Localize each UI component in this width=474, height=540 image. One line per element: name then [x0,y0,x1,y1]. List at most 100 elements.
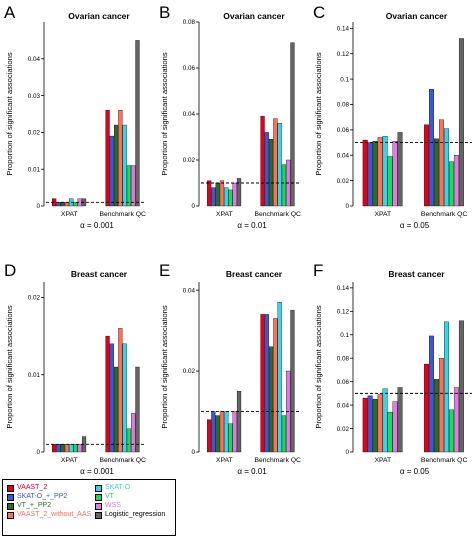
panel-label: A [4,3,16,22]
bar [131,165,136,207]
bar [228,189,233,207]
bar [219,180,225,207]
bar [392,141,398,207]
y-tick-label: 0.02 [183,368,196,375]
panel-title: Ovarian cancer [68,11,130,21]
y-tick-label: 0.12 [337,309,350,316]
bar [397,387,403,453]
panel-label: C [313,3,325,22]
legend-item: VT [95,493,114,502]
bar [60,202,65,207]
bar [424,363,429,453]
bar [273,318,278,453]
x-tick-label: XPAT [61,457,78,464]
bar [122,124,127,207]
panel-title: Breast cancer [226,269,283,279]
y-tick-label: 0.04 [183,287,196,294]
bar [215,182,220,207]
bar [362,397,368,453]
x-tick-label: XPAT [61,211,78,218]
legend-label: Logistic_regression [105,511,166,518]
bar [118,110,123,207]
bar [211,187,216,207]
legend-label: VAAST_2_without_AAS [17,511,92,518]
y-tick-label: 0.1 [340,76,349,83]
bar [207,180,212,207]
bar [382,388,388,453]
legend-item: VT_+_PP2 [7,502,51,511]
panel-title: Breast cancer [71,269,128,279]
bar [367,395,373,453]
bar [64,202,70,207]
bar [453,387,459,453]
bar [429,335,434,453]
bar [281,415,287,453]
bar [448,409,454,453]
panel-label: E [159,261,170,280]
bar [228,423,233,453]
bar [64,444,70,453]
legend-swatch [7,511,14,519]
bar [131,413,136,453]
x-tick-label: XPAT [216,457,233,464]
x-tick-label: Benchmark QC [254,211,301,218]
x-tick-label: Benchmark QC [99,457,146,464]
legend-label: SKAT-O [105,484,131,491]
panel-B: B Ovarian cancer 0 0.02 0.04 0.06 0.08 Proporti… [159,3,301,230]
y-tick-label: 0.01 [28,372,41,379]
bar [387,411,393,453]
bar [207,419,212,453]
bar [290,310,295,453]
legend-item: Logistic_regression [95,511,165,520]
bar [382,136,388,207]
alpha-label: α = 0.01 [237,221,267,230]
bar [443,321,449,453]
panel-C: C Ovarian cancer 0 0.02 0.04 0.06 0.08 0.1 0.12 0… [313,3,472,230]
bar [397,132,403,207]
bar [135,366,140,453]
bar [439,119,444,207]
y-tick-label: 0.14 [337,26,350,33]
y-axis-label: Proportion of significant associations [5,305,14,428]
bar [122,343,127,453]
y-tick-label: 0 [345,203,349,210]
y-axis-label: Proportion of significant associations [160,305,169,428]
legend-swatch [95,484,102,492]
y-tick-label: 0 [345,449,349,456]
legend-swatch [95,502,102,510]
bar [219,411,225,453]
bar [273,118,278,207]
y-axis-label: Proportion of significant associations [5,52,14,175]
y-tick-label: 0.04 [337,402,350,409]
y-tick-label: 0.08 [337,102,350,109]
legend-item: SKAT-O_+_PP2 [7,493,67,502]
bar [277,302,282,453]
bar [377,394,383,453]
bar [224,187,229,207]
bar [109,135,114,207]
y-tick-label: 0.02 [28,130,41,137]
bar [118,328,123,453]
panel-F: F Breast cancer 0 0.02 0.04 0.06 0.08 0.1 0.12 0.… [313,261,472,476]
y-tick-label: 0.04 [183,111,196,118]
bar [236,178,242,207]
y-tick-label: 0.14 [337,285,350,292]
y-tick-label: 0.01 [28,166,41,173]
bar [232,411,237,453]
y-tick-label: 0.04 [337,152,350,159]
y-tick-label: 0.08 [337,355,350,362]
y-tick-label: 0.04 [28,56,41,63]
legend-swatch [7,493,14,501]
bar [372,141,378,207]
y-tick-label: 0.03 [28,93,41,100]
bar [377,137,383,207]
y-tick-label: 0 [36,203,40,210]
bar [277,123,282,207]
bar [281,164,287,207]
panel-label: F [313,261,323,280]
bar [126,428,132,453]
bar [387,156,393,207]
panel-A: A Ovarian cancer 0 0.01 0.02 0.03 0.04 Proporti… [4,3,146,230]
bar [429,89,434,207]
bar [392,401,398,453]
